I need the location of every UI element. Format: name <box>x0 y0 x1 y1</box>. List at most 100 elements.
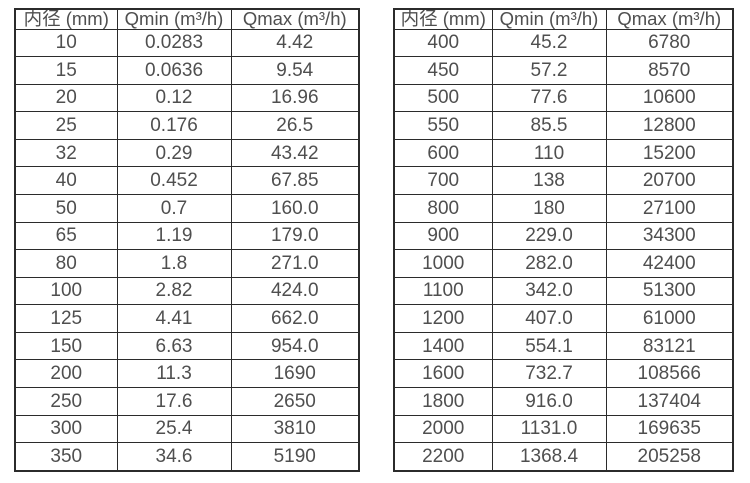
table-cell: 50 <box>14 193 118 223</box>
table-cell: 954.0 <box>230 331 360 361</box>
table-cell: 1200 <box>393 304 493 333</box>
table-cell: 662.0 <box>230 304 360 333</box>
table-cell: 179.0 <box>230 221 360 251</box>
table-cell: 2.82 <box>116 276 232 306</box>
table-cell: 916.0 <box>491 387 607 416</box>
table-cell: 732.7 <box>491 359 607 389</box>
table-cell: 15 <box>14 56 118 85</box>
table-cell: 169635 <box>605 414 734 444</box>
table-cell: 0.12 <box>116 83 232 113</box>
table-cell: 5190 <box>230 442 360 472</box>
table-row: 125 4.41 662.0 <box>14 304 360 333</box>
table-cell: 17.6 <box>116 387 232 416</box>
table-cell: 12800 <box>605 111 734 140</box>
table-cell: 1000 <box>393 249 493 278</box>
table-row: 400 45.2 6780 <box>393 28 734 58</box>
col-header-qmin: Qmin (m³/h) <box>116 8 232 30</box>
table-cell: 3810 <box>230 414 360 444</box>
table-cell: 61000 <box>605 304 734 333</box>
table-cell: 51300 <box>605 276 734 306</box>
table-cell: 10 <box>14 28 118 58</box>
table-cell: 100 <box>14 276 118 306</box>
table-cell: 80 <box>14 249 118 278</box>
table-cell: 205258 <box>605 442 734 472</box>
table-cell: 2000 <box>393 414 493 444</box>
table-cell: 350 <box>14 442 118 472</box>
col-header-qmax: Qmax (m³/h) <box>230 8 360 30</box>
table-cell: 83121 <box>605 331 734 361</box>
header-row: 内径 (mm) Qmin (m³/h) Qmax (m³/h) <box>393 8 734 30</box>
table-cell: 6.63 <box>116 331 232 361</box>
table-row: 600 110 15200 <box>393 138 734 168</box>
table-cell: 110 <box>491 138 607 168</box>
table-cell: 300 <box>14 414 118 444</box>
table-row: 350 34.6 5190 <box>14 442 360 472</box>
table-cell: 15200 <box>605 138 734 168</box>
table-cell: 400 <box>393 28 493 58</box>
table-row: 150 6.63 954.0 <box>14 331 360 361</box>
table-cell: 1100 <box>393 276 493 306</box>
table-cell: 27100 <box>605 193 734 223</box>
table-cell: 0.452 <box>116 166 232 195</box>
table-cell: 4.42 <box>230 28 360 58</box>
table-cell: 0.7 <box>116 193 232 223</box>
table-row: 80 1.8 271.0 <box>14 249 360 278</box>
table-cell: 43.42 <box>230 138 360 168</box>
table-cell: 200 <box>14 359 118 389</box>
table-cell: 424.0 <box>230 276 360 306</box>
table-cell: 0.176 <box>116 111 232 140</box>
table-cell: 8570 <box>605 56 734 85</box>
table-row: 50 0.7 160.0 <box>14 193 360 223</box>
col-header-qmax: Qmax (m³/h) <box>605 8 734 30</box>
table-row: 900 229.0 34300 <box>393 221 734 251</box>
table-cell: 9.54 <box>230 56 360 85</box>
table-cell: 1368.4 <box>491 442 607 472</box>
table-cell: 77.6 <box>491 83 607 113</box>
table-body: 10 0.0283 4.42 15 0.0636 9.54 20 0.12 16.96 25 0.1… <box>14 28 360 472</box>
table-cell: 250 <box>14 387 118 416</box>
table-cell: 342.0 <box>491 276 607 306</box>
table-cell: 85.5 <box>491 111 607 140</box>
col-header-qmin: Qmin (m³/h) <box>491 8 607 30</box>
table-cell: 271.0 <box>230 249 360 278</box>
table-cell: 1.8 <box>116 249 232 278</box>
table-cell: 2650 <box>230 387 360 416</box>
table-row: 40 0.452 67.85 <box>14 166 360 195</box>
table-cell: 20700 <box>605 166 734 195</box>
table-cell: 67.85 <box>230 166 360 195</box>
table-row: 2000 1131.0 169635 <box>393 414 734 444</box>
table-row: 1400 554.1 83121 <box>393 331 734 361</box>
table-cell: 16.96 <box>230 83 360 113</box>
table-cell: 2200 <box>393 442 493 472</box>
table-cell: 42400 <box>605 249 734 278</box>
table-cell: 180 <box>491 193 607 223</box>
table-cell: 138 <box>491 166 607 195</box>
table-cell: 25 <box>14 111 118 140</box>
table-cell: 1400 <box>393 331 493 361</box>
table-cell: 45.2 <box>491 28 607 58</box>
table-row: 250 17.6 2650 <box>14 387 360 416</box>
table-cell: 34.6 <box>116 442 232 472</box>
table-cell: 57.2 <box>491 56 607 85</box>
table-cell: 26.5 <box>230 111 360 140</box>
table-row: 25 0.176 26.5 <box>14 111 360 140</box>
table-row: 100 2.82 424.0 <box>14 276 360 306</box>
table-row: 1600 732.7 108566 <box>393 359 734 389</box>
table-cell: 282.0 <box>491 249 607 278</box>
table-cell: 150 <box>14 331 118 361</box>
table-row: 10 0.0283 4.42 <box>14 28 360 58</box>
table-cell: 125 <box>14 304 118 333</box>
table-row: 500 77.6 10600 <box>393 83 734 113</box>
table-cell: 11.3 <box>116 359 232 389</box>
table-cell: 407.0 <box>491 304 607 333</box>
spec-table-large-diameters: 内径 (mm) Qmin (m³/h) Qmax (m³/h) 400 45.2 6… <box>393 8 734 472</box>
table-row: 20 0.12 16.96 <box>14 83 360 113</box>
table-body: 400 45.2 6780 450 57.2 8570 500 77.6 10600 550 85.… <box>393 28 734 472</box>
table-row: 1200 407.0 61000 <box>393 304 734 333</box>
table-cell: 1.19 <box>116 221 232 251</box>
table-cell: 25.4 <box>116 414 232 444</box>
table-cell: 0.29 <box>116 138 232 168</box>
table-row: 1800 916.0 137404 <box>393 387 734 416</box>
table-cell: 160.0 <box>230 193 360 223</box>
